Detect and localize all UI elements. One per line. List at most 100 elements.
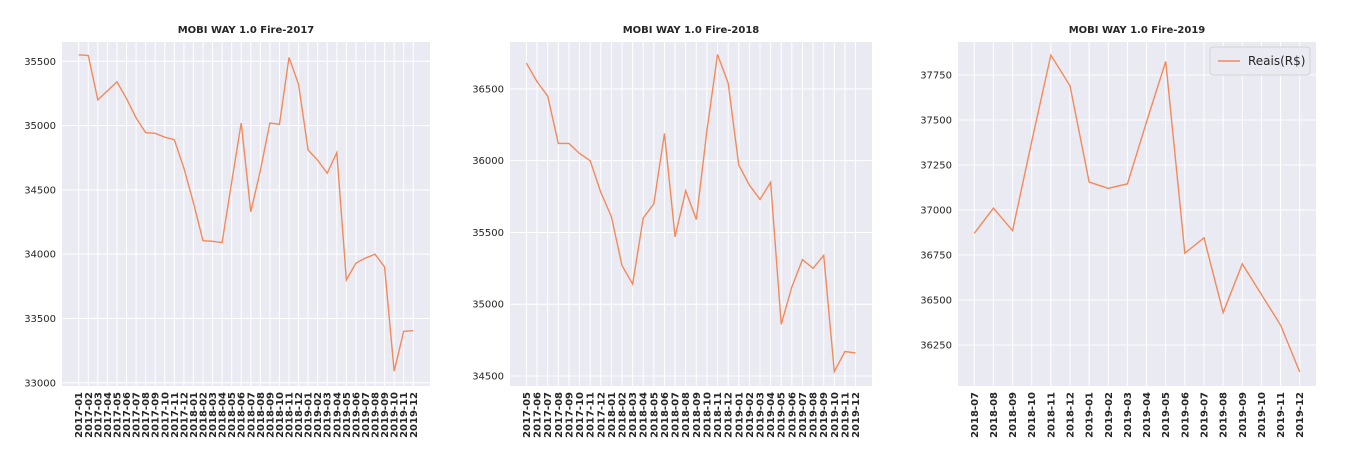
x-tick-label: 2017-12 [179,392,190,438]
x-tick-label: 2019-05 [777,392,788,438]
plot-area [62,42,430,386]
x-tick-label: 2019-08 [809,392,820,438]
y-tick-label: 33500 [24,314,56,325]
legend-box [1209,46,1311,76]
x-tick-label: 2017-10 [575,392,586,438]
x-tick-label: 2018-04 [218,392,229,438]
y-tick-label: 36750 [920,250,952,261]
x-tick-label: 2019-11 [840,392,851,438]
x-tick-label: 2018-12 [1065,392,1076,438]
x-tick-label: 2017-09 [151,392,162,438]
x-tick-label: 2019-02 [745,392,756,438]
x-tick-label: 2019-10 [1257,392,1268,438]
line-series [525,54,856,375]
x-tick-label: 2018-05 [649,392,660,438]
x-tick-label: 2018-10 [275,392,286,438]
chart-title: MOBI WAY 1.0 Fire-2018 [623,25,760,36]
line-series [78,54,414,372]
y-tick-label: 34000 [24,250,56,261]
x-tick-label: 2019-04 [766,392,777,438]
x-tick-label: 2018-01 [607,392,618,438]
x-tick-label: 2018-08 [681,392,692,438]
x-tick-label: 2019-05 [342,392,353,438]
y-tick-label: 36000 [472,156,504,167]
x-tick-label: 2018-02 [617,392,628,438]
y-tick-label: 35500 [472,228,504,239]
x-tick-label: 2019-06 [351,392,362,438]
x-tick-label: 2018-01 [189,392,200,438]
x-tick-label: 2019-09 [819,392,830,438]
y-tick-label: 37000 [920,205,952,216]
x-tick-label: 2019-02 [313,392,324,438]
chart-panel: MOBI WAY 1.0 Fire-2019 36250 36500 36750 370… [920,25,1316,438]
x-tick-label: 2017-06 [533,392,544,438]
x-tick-label: 2019-04 [1142,392,1153,438]
x-tick-label: 2017-06 [122,392,133,438]
x-tick-label: 2018-07 [970,392,981,438]
x-tick-label: 2017-10 [160,392,171,438]
x-tick-label: 2019-11 [399,392,410,438]
y-tick-label: 34500 [472,371,504,382]
x-tick-label: 2018-09 [1008,392,1019,438]
chart-panel: MOBI WAY 1.0 Fire-2018 34500 35000 35500 360… [472,25,872,438]
plot-area [958,42,1316,386]
x-tick-label: 2018-07 [246,392,257,438]
plot-area [510,42,872,386]
x-tick-label: 2017-04 [103,392,114,438]
x-tick-label: 2017-01 [74,392,85,438]
x-tick-label: 2019-07 [361,392,372,438]
x-tick-label: 2017-05 [112,392,123,438]
x-tick-label: 2018-03 [208,392,219,438]
y-tick-label: 35500 [24,57,56,68]
x-tick-label: 2019-09 [380,392,391,438]
chart-title: MOBI WAY 1.0 Fire-2017 [178,25,315,36]
x-tick-label: 2019-09 [1238,392,1249,438]
x-tick-label: 2018-09 [265,392,276,438]
x-tick-label: 2019-06 [787,392,798,438]
x-tick-label: 2019-01 [734,392,745,438]
x-tick-label: 2018-11 [713,392,724,438]
x-tick-label: 2018-11 [1046,392,1057,438]
chart-panel: MOBI WAY 1.0 Fire-2017 33000 33500 34000 345… [24,25,430,438]
x-tick-label: 2018-07 [671,392,682,438]
x-tick-label: 2017-05 [522,392,533,438]
x-tick-label: 2018-06 [237,392,248,438]
x-tick-label: 2018-08 [989,392,1000,438]
x-tick-label: 2019-07 [1200,392,1211,438]
x-tick-label: 2019-03 [756,392,767,438]
x-tick-label: 2018-12 [724,392,735,438]
x-tick-label: 2019-02 [1104,392,1115,438]
x-tick-label: 2018-12 [294,392,305,438]
x-tick-label: 2019-12 [1295,392,1306,438]
x-tick-label: 2019-08 [1219,392,1230,438]
x-tick-label: 2019-07 [798,392,809,438]
x-tick-label: 2019-04 [332,392,343,438]
x-tick-label: 2017-12 [596,392,607,438]
x-tick-label: 2019-10 [390,392,401,438]
x-tick-label: 2019-01 [304,392,315,438]
y-tick-label: 35000 [24,121,56,132]
y-tick-label: 37750 [920,70,952,81]
x-tick-label: 2018-10 [702,392,713,438]
x-tick-label: 2018-10 [1027,392,1038,438]
x-tick-label: 2017-03 [93,392,104,438]
legend-label: Reais(R$) [1248,54,1305,68]
x-tick-label: 2019-06 [1180,392,1191,438]
y-tick-label: 37250 [920,160,952,171]
x-tick-label: 2018-04 [639,392,650,438]
x-tick-label: 2018-03 [628,392,639,438]
line-series [973,53,1301,373]
y-tick-label: 35000 [472,300,504,311]
x-tick-label: 2018-06 [660,392,671,438]
x-tick-label: 2017-11 [170,392,181,438]
x-tick-label: 2019-10 [830,392,841,438]
x-tick-label: 2017-09 [564,392,575,438]
y-tick-label: 36500 [472,84,504,95]
y-tick-label: 37500 [920,115,952,126]
x-tick-label: 2017-07 [132,392,143,438]
x-tick-label: 2018-05 [227,392,238,438]
x-tick-label: 2019-05 [1161,392,1172,438]
x-tick-label: 2019-03 [1123,392,1134,438]
x-tick-label: 2017-02 [84,392,95,438]
